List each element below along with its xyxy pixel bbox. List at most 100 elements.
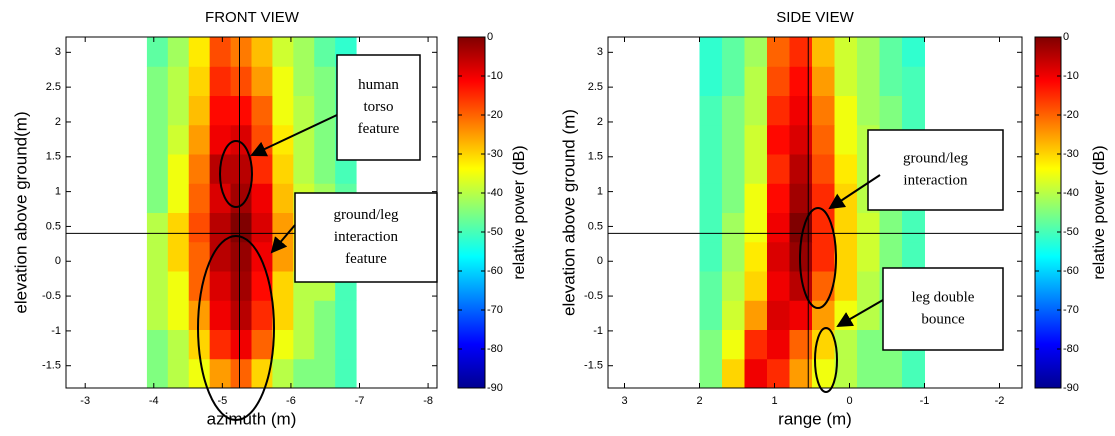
heat-cell [789,329,813,360]
heat-cell [272,212,294,243]
colorbar-tick-label: -20 [487,109,503,121]
heat-cell [209,300,232,330]
annotation-text: feature [358,121,400,137]
heat-cell [699,95,723,126]
heat-cell [209,124,232,155]
heat-cell [272,358,294,389]
annotation-ellipse [814,327,838,393]
heat-cell [209,212,232,243]
chart-title: FRONT VIEW [205,9,300,26]
heat-cell [767,329,790,360]
heat-cell [209,329,232,360]
x-tick-label: 0 [846,395,852,407]
y-tick-label: 2.5 [46,81,61,93]
annotation-arrow [836,299,884,328]
annotation-box [294,192,438,283]
heat-cell [744,95,768,126]
y-tick-label: 2 [597,116,603,128]
heat-cell [699,37,723,67]
heat-cell [230,329,252,360]
heat-cell [812,154,835,184]
heat-cell [722,95,745,126]
heat-cell [251,66,273,96]
colorbar-tick-label: -70 [1063,304,1079,316]
heat-cell [209,241,232,272]
heat-cell [209,66,232,96]
annotation-text: bounce [921,311,965,327]
colorbar-label: relative power (dB) [1091,145,1108,279]
heat-cell [251,183,273,213]
heat-cell [789,66,813,96]
heat-cell [314,329,336,360]
heat-cell [767,300,790,330]
heat-cell [314,300,336,330]
colorbar-tick-label: -10 [1063,70,1079,82]
heat-cell [744,212,768,243]
heat-cell [767,212,790,243]
heat-cell [272,66,294,96]
heat-cell [744,241,768,272]
heat-cell [699,212,723,243]
heat-cell [335,154,357,184]
colorbar-tick-label: -30 [1063,148,1079,160]
y-tick-label: -0.5 [42,290,61,302]
heat-cell [812,95,835,126]
heat-cell [857,95,880,126]
heat-cell [209,95,232,126]
heat-cell [230,241,252,272]
heat-cell [167,300,190,330]
x-tick-label: -5 [217,395,227,407]
heat-cell [293,66,315,96]
y-tick-label: -1.5 [42,360,61,372]
x-tick-label: 2 [696,395,702,407]
heat-cell [767,154,790,184]
heat-cell [744,66,768,96]
heat-cell [230,154,252,184]
colorbar-tick-label: -40 [1063,187,1079,199]
heat-cell [857,212,880,243]
colorbar-tick-label: -90 [487,382,503,394]
heat-cell [812,241,835,272]
colorbar-tick-label: 0 [1063,31,1069,43]
heat-cell [812,124,835,155]
heat-cell [722,154,745,184]
heat-cell [857,271,880,301]
heat-cell [209,271,232,301]
heat-cell [744,183,768,213]
heat-cell [146,212,169,243]
heat-cell [699,66,723,96]
heat-cell [314,358,336,389]
heat-cell [744,37,768,67]
heat-cell [767,95,790,126]
heat-cell [146,241,169,272]
heat-cell [293,37,315,67]
heat-cell [722,37,745,67]
annotation-ellipse [799,207,837,309]
heat-cell [879,241,903,272]
annotation-arrow [270,224,296,254]
annotation-box [867,129,1004,211]
heat-cell [167,66,190,96]
y-axis-label: elevation above ground(m) [11,111,30,313]
heat-cell [722,66,745,96]
heat-cell [230,66,252,96]
y-tick-label: 1 [597,186,603,198]
y-tick-label: 3 [55,46,61,58]
heat-cell [789,37,813,67]
y-tick-label: 0 [597,255,603,267]
heat-cell [699,271,723,301]
y-tick-label: -1 [51,325,61,337]
heat-cell [879,37,903,67]
heat-cell [314,124,336,155]
heat-cell [230,183,252,213]
y-axis-label: elevation above ground (m) [559,109,578,316]
colorbar-tick-label: -80 [487,343,503,355]
heat-cell [188,300,211,330]
heat-cell [902,95,925,126]
heat-cell [857,300,880,330]
y-tick-label: -1.5 [584,360,603,372]
colorbar-tick-label: -90 [1063,382,1079,394]
heat-cell [902,241,925,272]
heat-cell [146,300,169,330]
